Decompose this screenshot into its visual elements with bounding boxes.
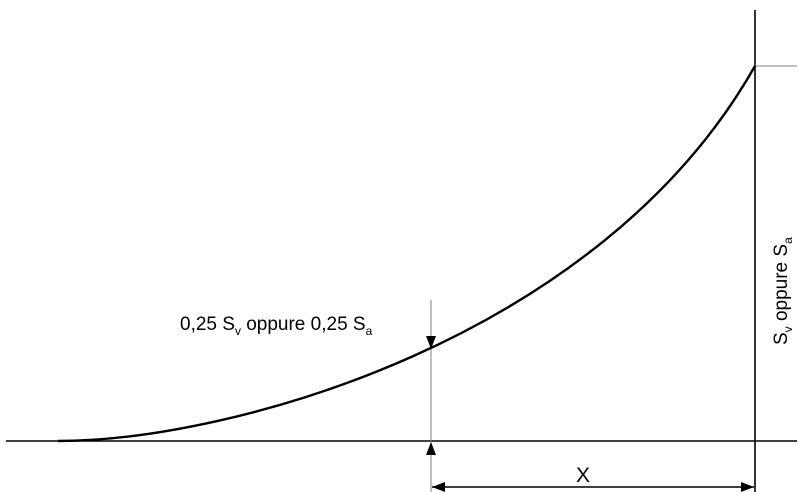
full-deflection-label-group: Sv oppure Sa — [771, 237, 795, 345]
full-label-sub2: a — [781, 237, 795, 244]
x-label: X — [576, 464, 590, 487]
full-label-sub1: v — [781, 326, 795, 332]
x-dimension-arrow-right — [741, 482, 754, 492]
quarter-arrow-down — [426, 336, 436, 349]
quarter-label-part1: 0,25 S — [180, 314, 235, 335]
quarter-deflection-label: 0,25 Sv oppure 0,25 Sa — [180, 314, 373, 338]
quarter-label-sub1: v — [235, 324, 241, 338]
full-label-part1: S — [771, 332, 792, 345]
x-dimension-arrow-left — [432, 482, 445, 492]
deflection-curve — [57, 65, 757, 443]
baseline-arrow-up — [426, 442, 436, 455]
full-label-mid: oppure S — [771, 244, 792, 326]
quarter-label-mid: oppure 0,25 S — [241, 314, 366, 335]
quarter-label-sub2: a — [366, 324, 373, 338]
full-deflection-label: Sv oppure Sa — [771, 237, 795, 345]
